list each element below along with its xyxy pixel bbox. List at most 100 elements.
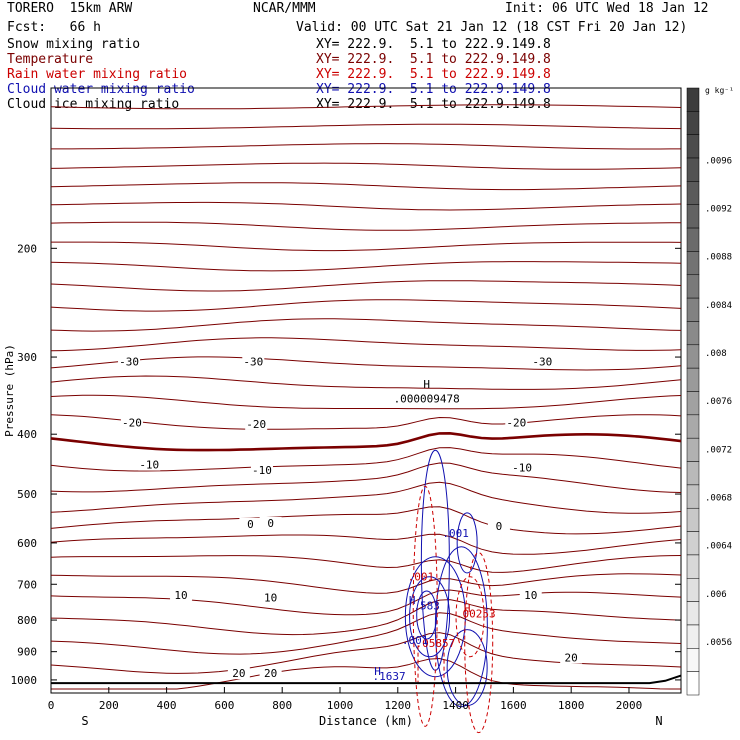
isotherm-label: -10 — [252, 464, 272, 477]
x-tick-label: 2000 — [616, 699, 643, 712]
label-mask — [138, 458, 161, 471]
colorbar-box — [686, 111, 700, 135]
isotherm-label: -30 — [119, 355, 139, 368]
isotherm — [50, 555, 682, 573]
isotherm — [50, 162, 682, 170]
colorbar-box — [686, 274, 700, 299]
isotherm-zero — [50, 431, 682, 452]
colorbar-label: .0084 — [705, 301, 732, 311]
isotherm — [50, 573, 682, 594]
isotherm — [50, 447, 682, 472]
colorbar-label: .0068 — [705, 493, 732, 503]
isotherm — [50, 318, 682, 332]
colorbar-label: .0056 — [705, 638, 732, 648]
colorbar-box — [686, 391, 700, 416]
terrain-line — [51, 674, 682, 685]
colorbar-unit: g kg⁻¹ — [705, 86, 734, 95]
label-mask — [519, 588, 542, 601]
isotherm-label: 0 — [267, 517, 274, 530]
isotherm — [50, 533, 682, 555]
legend-label: Snow mixing ratio — [7, 37, 141, 52]
cloud-water-contour — [416, 590, 438, 640]
colorbar-box — [686, 134, 700, 159]
label-mask — [242, 355, 265, 368]
isotherm-label: 0 — [496, 520, 503, 533]
isotherm — [51, 143, 681, 150]
isotherm-label: -10 — [139, 459, 159, 472]
colorbar-label: .0092 — [705, 204, 732, 214]
colorbar-box — [686, 601, 700, 626]
label-mask — [120, 416, 143, 429]
label-mask — [259, 591, 282, 604]
x-tick-label: 600 — [214, 699, 234, 712]
rain-water-contour — [412, 485, 438, 727]
colorbar-box — [686, 344, 700, 369]
y-tick-label: 900 — [17, 646, 37, 659]
isotherm-label: 10 — [174, 589, 187, 602]
isotherm — [50, 612, 682, 655]
cloud-water-contour — [434, 546, 488, 708]
isotherm — [50, 104, 682, 110]
colorbar — [686, 87, 700, 696]
x-axis-label: Distance (km) — [319, 714, 413, 728]
rain-water-contour — [464, 552, 494, 734]
label-mask — [531, 355, 554, 368]
label-mask — [118, 355, 141, 368]
isotherm — [50, 337, 682, 352]
isotherm — [50, 299, 682, 312]
valid-time: Valid: 00 UTC Sat 21 Jan 12 (18 CST Fri … — [296, 20, 688, 35]
colorbar-box — [686, 437, 700, 462]
y-tick-label: 700 — [17, 578, 37, 591]
colorbar-label: .0096 — [705, 156, 732, 166]
isotherm — [50, 201, 682, 211]
label-mask — [227, 667, 250, 680]
isotherm — [50, 414, 682, 430]
label-mask — [250, 463, 273, 476]
colorbar-label: .0088 — [705, 253, 732, 263]
x-tick-label: 1800 — [558, 699, 585, 712]
isotherm-label: -20 — [246, 418, 266, 431]
isotherm — [50, 123, 682, 130]
colorbar-box — [686, 507, 700, 532]
isotherm — [50, 481, 682, 514]
colorbar-box — [686, 648, 700, 672]
init-time: Init: 06 UTC Wed 18 Jan 12 — [505, 1, 709, 16]
y-tick-label: 1000 — [11, 674, 38, 687]
colorbar-label: .0076 — [705, 397, 732, 407]
plot-frame — [50, 87, 682, 694]
x-tick-label: 0 — [48, 699, 55, 712]
extremum-label: H — [423, 378, 430, 391]
isotherm — [50, 394, 682, 410]
colorbar-box — [686, 578, 700, 602]
legend-xy: XY= 222.9. 5.1 to 222.9.149.8 — [316, 67, 551, 82]
colorbar-box — [686, 484, 700, 509]
colorbar-box — [686, 251, 700, 276]
y-tick-label: 600 — [17, 537, 37, 550]
colorbar-box — [686, 87, 700, 112]
isotherm-label: 20 — [565, 652, 578, 665]
colorbar-box — [686, 531, 700, 556]
label-mask — [245, 417, 268, 430]
extremum-label: .001 — [408, 570, 435, 583]
extremum-label: .00253 — [456, 607, 496, 620]
isotherm — [50, 599, 682, 636]
colorbar-label: .008 — [705, 349, 727, 359]
colorbar-box — [686, 181, 700, 205]
label-mask — [259, 667, 282, 680]
y-tick-label: 800 — [17, 614, 37, 627]
isotherm — [50, 589, 682, 616]
isotherm — [50, 261, 682, 272]
extremum-label: .001 — [442, 527, 469, 540]
label-mask — [511, 461, 534, 474]
cloud-water-contour — [446, 629, 488, 707]
extremum-label: .583 — [413, 599, 440, 612]
legend-xy: XY= 222.9. 5.1 to 222.9.149.8 — [316, 52, 551, 67]
extremum-label: H — [464, 602, 471, 615]
extremum-label: .1637 — [373, 670, 406, 683]
cloud-water-contour — [409, 576, 451, 658]
x-tick-label: 400 — [157, 699, 177, 712]
isotherm-label: -30 — [532, 355, 552, 368]
legend-xy: XY= 222.9. 5.1 to 222.9.149.8 — [316, 37, 551, 52]
colorbar-box — [686, 227, 700, 252]
